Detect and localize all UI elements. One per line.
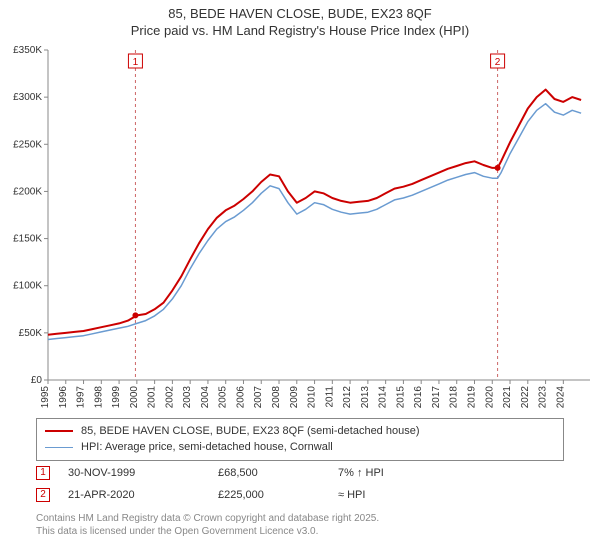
svg-text:2001: 2001 (147, 386, 158, 409)
svg-text:2005: 2005 (218, 386, 229, 409)
legend-label-0: 85, BEDE HAVEN CLOSE, BUDE, EX23 8QF (se… (81, 425, 420, 437)
svg-text:£100K: £100K (13, 281, 42, 292)
svg-text:£0: £0 (31, 375, 43, 386)
svg-text:1996: 1996 (58, 386, 69, 409)
svg-text:1999: 1999 (111, 386, 122, 409)
svg-text:1: 1 (133, 57, 139, 68)
svg-text:2002: 2002 (164, 386, 175, 409)
chart-area: £0 £50K £100K £150K £200K £250K £300K £350K 1995… (0, 44, 600, 410)
footer-line-2: This data is licensed under the Open Gov… (36, 525, 576, 538)
svg-text:2019: 2019 (466, 386, 477, 409)
svg-text:2018: 2018 (449, 386, 460, 409)
svg-text:2020: 2020 (484, 386, 495, 409)
annotation-price-1: £225,000 (218, 489, 338, 501)
svg-text:1998: 1998 (93, 386, 104, 409)
svg-text:2004: 2004 (200, 386, 211, 409)
svg-text:£300K: £300K (13, 92, 42, 103)
annotation-price-0: £68,500 (218, 467, 338, 479)
footer-attribution: Contains HM Land Registry data © Crown c… (36, 512, 576, 538)
annotation-row-0: 1 30-NOV-1999 £68,500 7% ↑ HPI (36, 462, 564, 484)
legend-label-1: HPI: Average price, semi-detached house,… (81, 441, 333, 453)
svg-text:1995: 1995 (40, 386, 51, 409)
legend-item-0: 85, BEDE HAVEN CLOSE, BUDE, EX23 8QF (se… (45, 423, 555, 439)
svg-text:2011: 2011 (324, 386, 335, 408)
svg-text:2000: 2000 (129, 386, 140, 409)
annotation-row-1: 2 21-APR-2020 £225,000 ≈ HPI (36, 484, 564, 506)
chart-title: 85, BEDE HAVEN CLOSE, BUDE, EX23 8QF Pri… (0, 0, 600, 38)
svg-text:£200K: £200K (13, 186, 42, 197)
chart-svg: £0 £50K £100K £150K £200K £250K £300K £350K 1995… (0, 44, 600, 410)
svg-text:£350K: £350K (13, 45, 42, 56)
title-line-1: 85, BEDE HAVEN CLOSE, BUDE, EX23 8QF (0, 6, 600, 21)
svg-text:2017: 2017 (431, 386, 442, 409)
annotation-date-1: 21-APR-2020 (68, 489, 218, 501)
svg-text:2015: 2015 (395, 386, 406, 409)
svg-text:2010: 2010 (307, 386, 318, 409)
svg-text:£50K: £50K (19, 328, 43, 339)
svg-text:2014: 2014 (378, 386, 389, 409)
legend-swatch-0 (45, 430, 73, 432)
svg-text:2021: 2021 (502, 386, 513, 409)
svg-text:2006: 2006 (235, 386, 246, 409)
svg-text:2007: 2007 (253, 386, 264, 409)
svg-text:2022: 2022 (520, 386, 531, 409)
svg-text:1997: 1997 (76, 386, 87, 409)
svg-text:£250K: £250K (13, 139, 42, 150)
svg-text:2023: 2023 (538, 386, 549, 409)
legend-item-1: HPI: Average price, semi-detached house,… (45, 439, 555, 455)
svg-text:2012: 2012 (342, 386, 353, 409)
annotation-marker-1: 2 (36, 488, 50, 502)
footer-line-1: Contains HM Land Registry data © Crown c… (36, 512, 576, 525)
svg-text:2009: 2009 (289, 386, 300, 409)
annotation-note-0: 7% ↑ HPI (338, 467, 564, 479)
svg-text:2008: 2008 (271, 386, 282, 409)
svg-text:2016: 2016 (413, 386, 424, 409)
svg-text:2024: 2024 (555, 386, 566, 409)
annotation-marker-0: 1 (36, 466, 50, 480)
legend-swatch-1 (45, 447, 73, 448)
svg-text:£150K: £150K (13, 234, 42, 245)
annotation-note-1: ≈ HPI (338, 489, 564, 501)
svg-text:2013: 2013 (360, 386, 371, 409)
title-line-2: Price paid vs. HM Land Registry's House … (0, 23, 600, 38)
svg-text:2: 2 (495, 57, 501, 68)
legend: 85, BEDE HAVEN CLOSE, BUDE, EX23 8QF (se… (36, 418, 564, 461)
sale-annotations: 1 30-NOV-1999 £68,500 7% ↑ HPI 2 21-APR-… (36, 462, 564, 506)
svg-text:2003: 2003 (182, 386, 193, 409)
annotation-date-0: 30-NOV-1999 (68, 467, 218, 479)
